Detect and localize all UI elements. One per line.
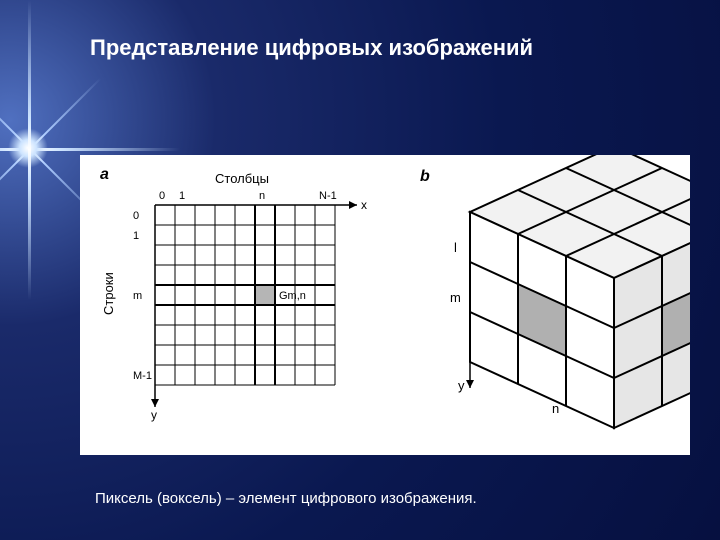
slide-caption: Пиксель (воксель) – элемент цифрового из… bbox=[95, 490, 477, 507]
figure-container: aСтолбцыСтроки01nN-101mM-1Gm,nxybzxylmn bbox=[80, 155, 690, 455]
svg-text:Столбцы: Столбцы bbox=[215, 171, 269, 186]
slide-title: Представление цифровых изображений bbox=[90, 35, 533, 61]
svg-text:Gm,n: Gm,n bbox=[279, 290, 306, 302]
svg-text:n: n bbox=[552, 401, 559, 416]
svg-text:1: 1 bbox=[179, 190, 185, 202]
svg-text:a: a bbox=[100, 166, 109, 183]
svg-text:y: y bbox=[151, 408, 157, 422]
svg-text:x: x bbox=[361, 198, 367, 212]
svg-text:y: y bbox=[458, 378, 465, 393]
svg-text:l: l bbox=[454, 240, 457, 255]
svg-text:n: n bbox=[259, 190, 265, 202]
svg-text:m: m bbox=[133, 290, 142, 302]
svg-text:m: m bbox=[450, 290, 461, 305]
svg-text:Строки: Строки bbox=[101, 272, 116, 315]
svg-text:0: 0 bbox=[159, 190, 165, 202]
svg-text:b: b bbox=[420, 168, 430, 185]
figure-svg: aСтолбцыСтроки01nN-101mM-1Gm,nxybzxylmn bbox=[80, 155, 690, 455]
svg-text:1: 1 bbox=[133, 230, 139, 242]
svg-text:0: 0 bbox=[133, 210, 139, 222]
svg-text:N-1: N-1 bbox=[319, 190, 337, 202]
svg-text:M-1: M-1 bbox=[133, 370, 152, 382]
